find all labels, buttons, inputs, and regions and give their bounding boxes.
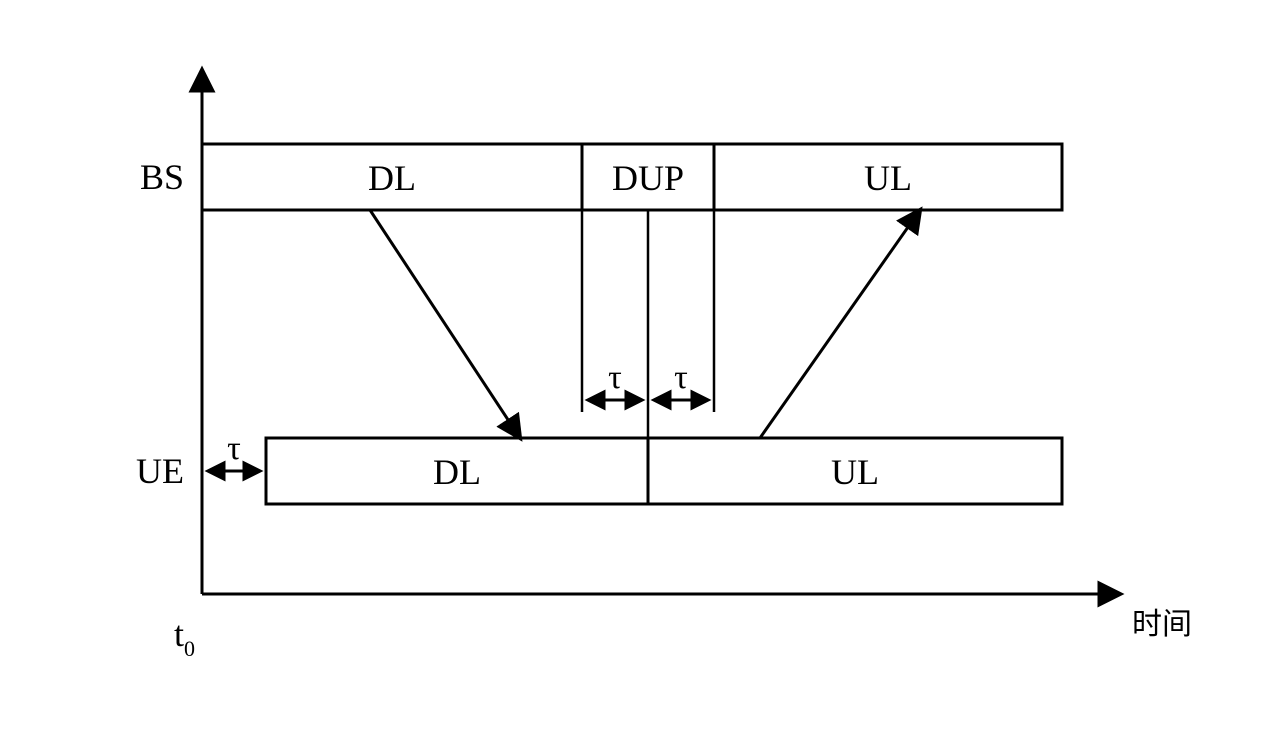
x-axis-end-label: 时间: [1132, 608, 1192, 641]
arrow-ul: [760, 210, 920, 438]
t0-label: t0: [174, 614, 195, 661]
tau-text-1: τ: [608, 359, 622, 396]
ue-seg-0-label: DL: [433, 452, 481, 492]
t0-sub: 0: [184, 636, 195, 661]
tau-text-start: τ: [227, 430, 241, 467]
bs-seg-2-label: UL: [864, 158, 912, 198]
bs-seg-1-label: DUP: [612, 158, 684, 198]
arrow-dl: [370, 210, 520, 438]
bs-row: BS DL DUP UL: [140, 144, 1062, 210]
bs-seg-0-label: DL: [368, 158, 416, 198]
ue-seg-1-label: UL: [831, 452, 879, 492]
t0-base: t: [174, 614, 184, 654]
bs-label: BS: [140, 157, 184, 197]
tau-text-2: τ: [674, 359, 688, 396]
ue-label: UE: [136, 451, 184, 491]
ue-row: UE DL UL: [136, 438, 1062, 504]
